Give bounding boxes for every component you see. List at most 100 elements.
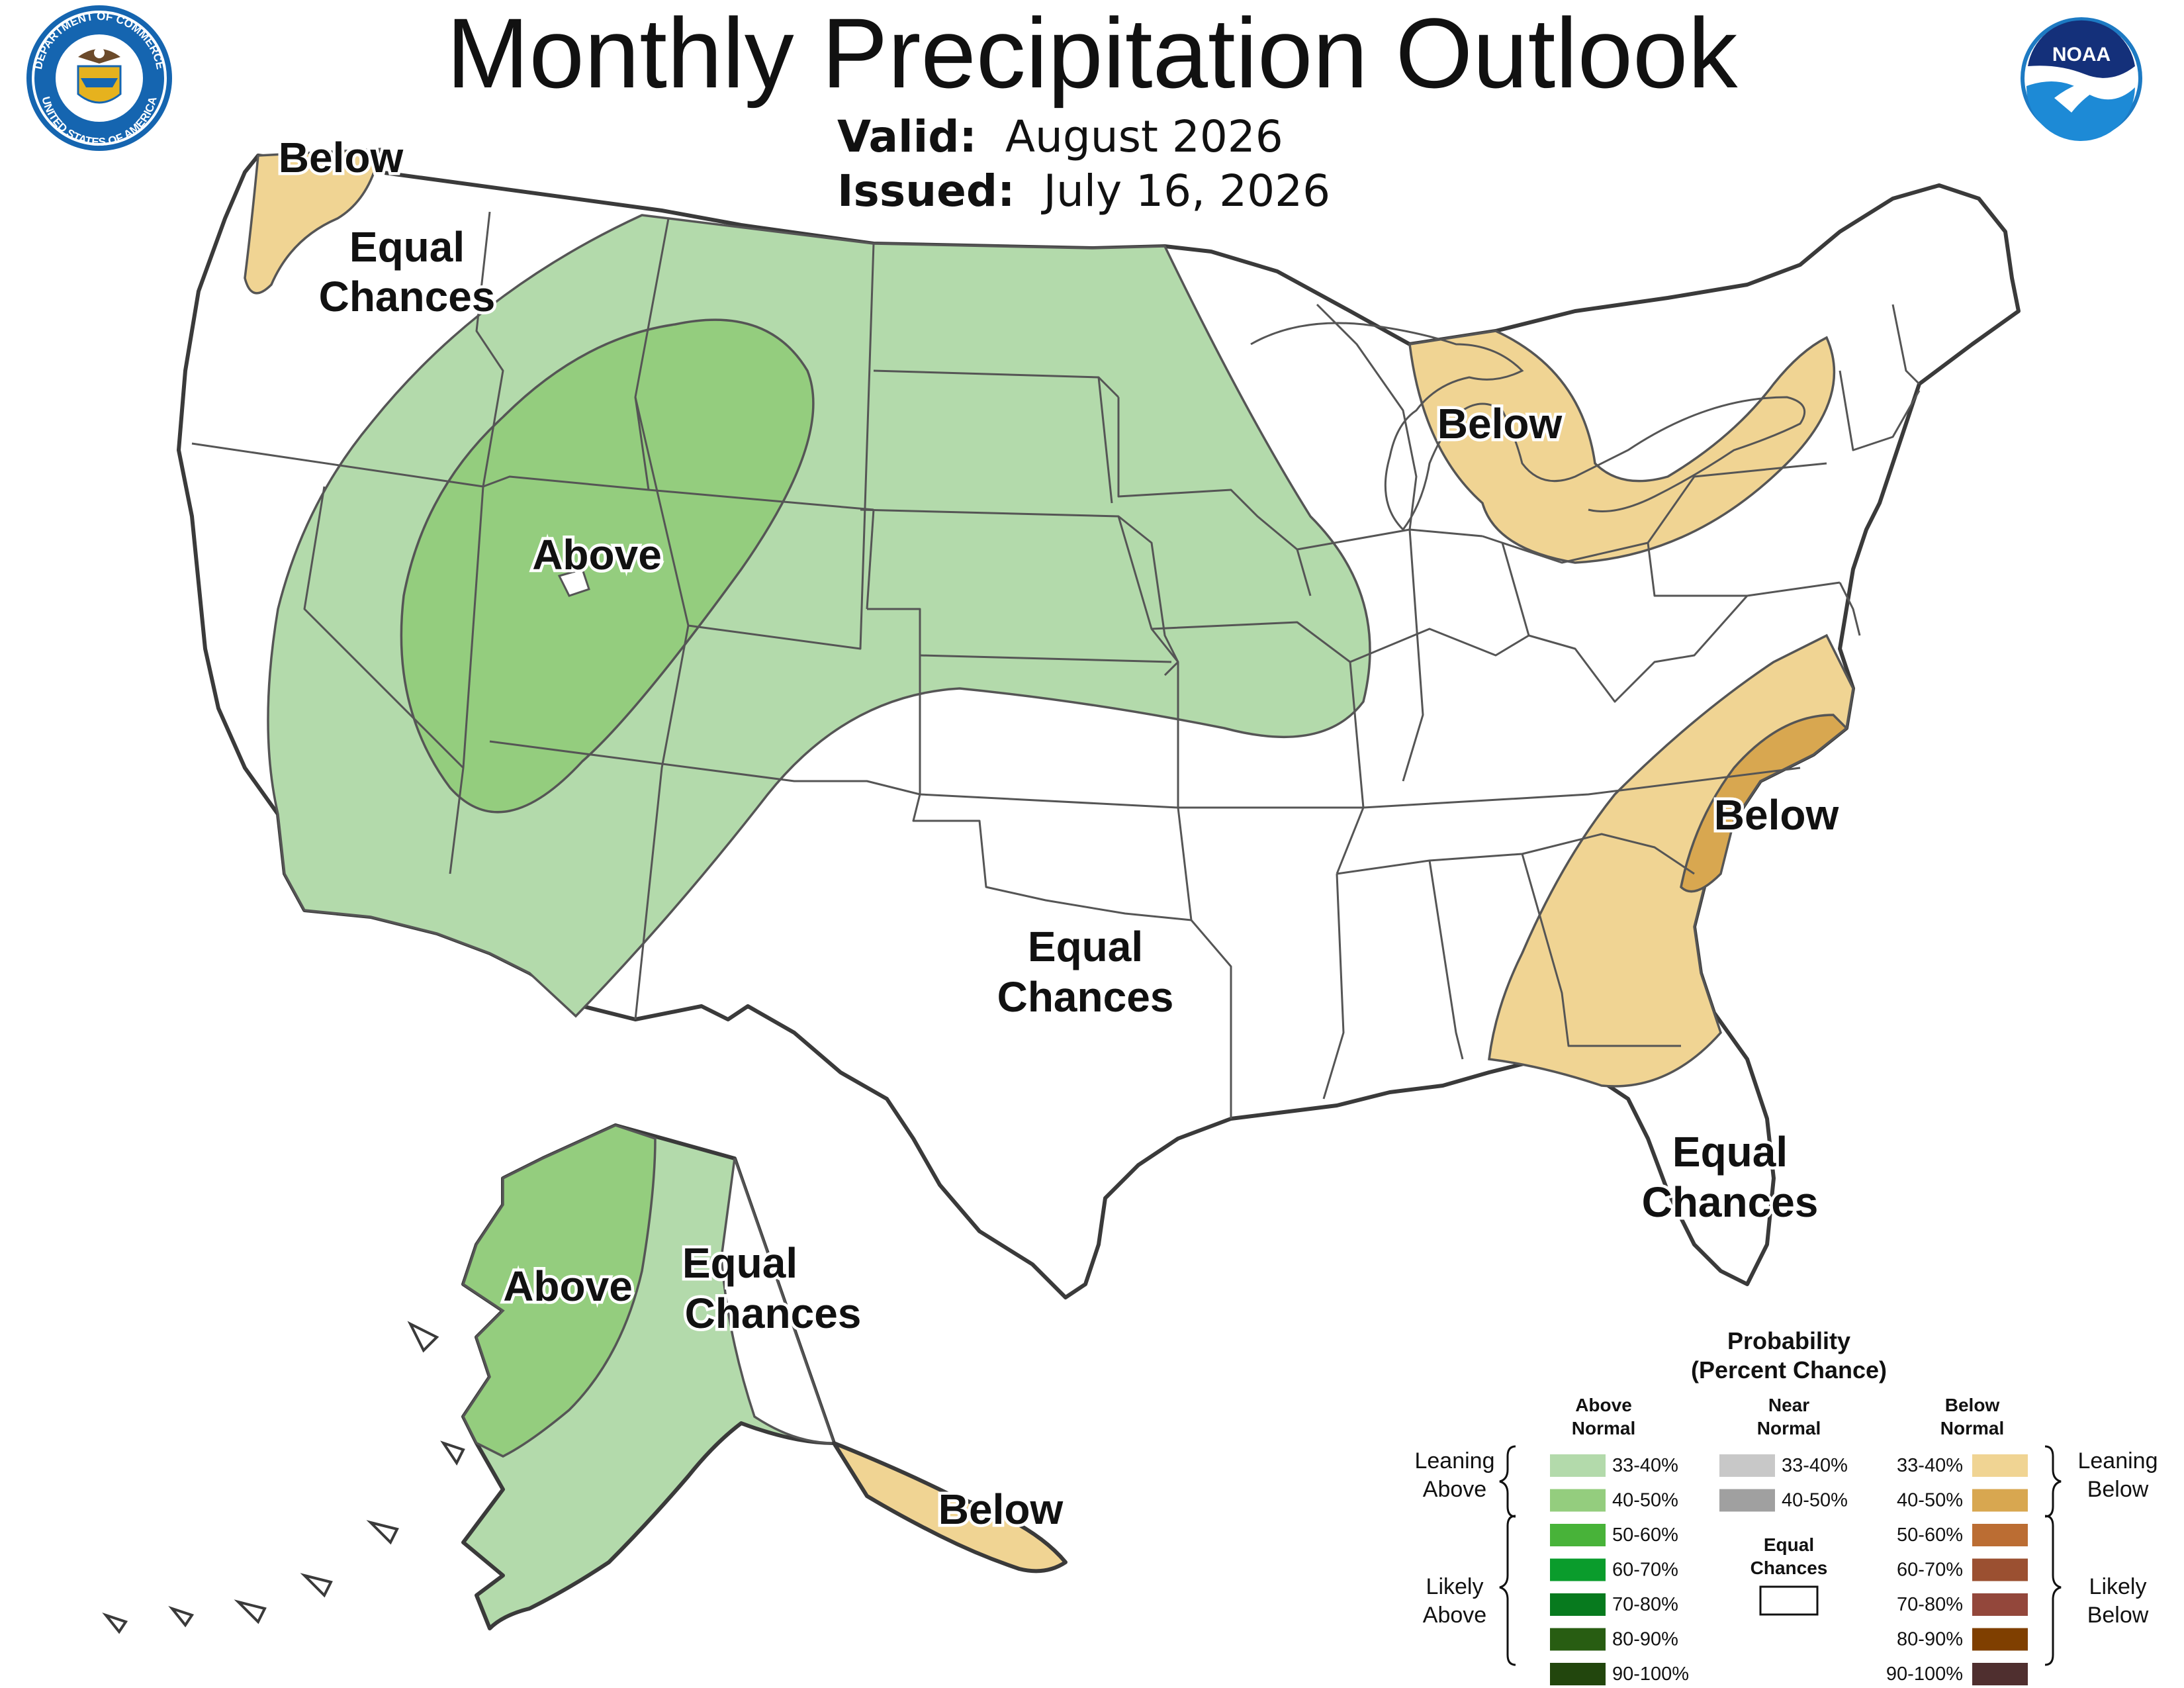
legend-above-label: 60-70% <box>1612 1560 1678 1581</box>
legend-near-head-1: Near <box>1768 1395 1809 1415</box>
map-label-central-equal-line1: Equal <box>1028 923 1143 970</box>
legend-near-swatch <box>1719 1454 1775 1477</box>
region-labels: Below Equal Chances Above Below Below Eq… <box>275 131 1842 1536</box>
legend-below-label: 90-100% <box>1886 1664 1963 1685</box>
issued-value: July 16, 2026 <box>1043 165 1331 216</box>
legend-above-swatch <box>1550 1663 1606 1685</box>
legend-above-head-2: Normal <box>1572 1418 1635 1438</box>
alaska-equal-chances <box>720 1158 836 1444</box>
legend-below-label: 60-70% <box>1897 1560 1963 1581</box>
alaska-islands <box>102 1321 465 1634</box>
legend-above-swatch <box>1550 1454 1606 1477</box>
map-label-greatlakes-below: Below <box>1437 400 1563 447</box>
map-label-ak-below: Below <box>938 1485 1064 1533</box>
valid-label: Valid: <box>837 111 977 162</box>
legend-below-label: 50-60% <box>1897 1524 1963 1546</box>
legend-likely-above-1: Likely <box>1426 1574 1484 1599</box>
legend-near-swatch <box>1719 1489 1775 1512</box>
map-label-nw-below: Below <box>279 134 404 181</box>
alaska-panhandle <box>832 1441 1068 1573</box>
greatlakes-below-region <box>1408 330 1836 564</box>
legend-below-column: 33-40% 40-50% 50-60% 60-70% 70-80% 80-90% 90-1… <box>1886 1454 2028 1685</box>
legend-above-swatch <box>1550 1524 1606 1546</box>
map-label-ak-equal-line1: Equal <box>682 1239 797 1287</box>
legend-above-label: 40-50% <box>1612 1490 1678 1511</box>
map-label-florida-equal-line1: Equal <box>1672 1128 1788 1176</box>
legend-below-label: 80-90% <box>1897 1629 1963 1650</box>
state-boundaries <box>191 211 1921 1119</box>
map-label-central-equal-line2: Chances <box>997 973 1174 1021</box>
legend-near-column: 33-40% 40-50% <box>1719 1454 1848 1512</box>
great-lakes <box>1250 322 1806 532</box>
legend-below-label: 33-40% <box>1897 1455 1963 1476</box>
legend-title-line1: Probability <box>1727 1327 1850 1354</box>
legend-above-label: 50-60% <box>1612 1524 1678 1546</box>
probability-legend: Probability (Percent Chance) Above Norma… <box>1414 1327 2158 1685</box>
legend-brace-leaning-below <box>2044 1445 2062 1518</box>
legend-brace-likely-below <box>2044 1515 2062 1666</box>
legend-below-head-1: Below <box>1945 1395 2000 1415</box>
noaa-logo-text: NOAA <box>2052 44 2111 66</box>
map-label-ak-equal-line2: Chances <box>685 1289 862 1337</box>
legend-leaning-below-2: Below <box>2087 1477 2149 1502</box>
commerce-seal-logo: DEPARTMENT OF COMMERCE UNITED STATES OF … <box>26 5 172 151</box>
legend-above-label: 70-80% <box>1612 1594 1678 1615</box>
legend-above-head-1: Above <box>1575 1395 1632 1415</box>
map-label-ak-above: Above <box>503 1262 633 1310</box>
noaa-logo: NOAA <box>2021 17 2142 141</box>
legend-equal-1: Equal <box>1764 1534 1814 1555</box>
page-title: Monthly Precipitation Outlook <box>446 0 1738 109</box>
nw-below-region <box>244 148 383 295</box>
legend-leaning-below-1: Leaning <box>2077 1448 2158 1474</box>
legend-above-swatch <box>1550 1489 1606 1512</box>
west-above-region-40-50 <box>400 318 815 814</box>
legend-above-swatch <box>1550 1628 1606 1651</box>
legend-below-label: 40-50% <box>1897 1490 1963 1511</box>
map-label-nw-equal-line2: Chances <box>319 273 496 320</box>
legend-near-label: 40-50% <box>1782 1490 1848 1511</box>
map-label-nw-equal-line1: Equal <box>349 223 465 271</box>
issued-label: Issued: <box>837 165 1015 216</box>
salt-lake <box>557 568 590 597</box>
legend-below-swatch <box>1972 1524 2028 1546</box>
legend-near-label: 33-40% <box>1782 1455 1848 1476</box>
legend-equal-swatch <box>1759 1585 1819 1616</box>
issued-line: Issued: July 16, 2026 <box>837 165 1330 216</box>
legend-above-label: 80-90% <box>1612 1629 1678 1650</box>
alaska-map <box>102 1123 1068 1634</box>
legend-likely-above-2: Above <box>1423 1603 1486 1628</box>
legend-brace-leaning-above <box>1499 1445 1516 1518</box>
legend-leaning-above-1: Leaning <box>1414 1448 1494 1474</box>
alaska-border <box>733 1158 835 1444</box>
map-label-florida-equal-line2: Chances <box>1642 1178 1819 1226</box>
legend-above-swatch <box>1550 1558 1606 1581</box>
legend-above-swatch <box>1550 1593 1606 1616</box>
map-label-southeast-below: Below <box>1714 791 1839 839</box>
legend-leaning-above-2: Above <box>1423 1477 1486 1502</box>
legend-title-line2: (Percent Chance) <box>1691 1356 1887 1383</box>
map-label-west-above: Above <box>532 531 662 579</box>
legend-above-label: 33-40% <box>1612 1455 1678 1476</box>
legend-below-swatch <box>1972 1489 2028 1512</box>
valid-line: Valid: August 2026 <box>837 111 1283 162</box>
legend-below-swatch <box>1972 1454 2028 1477</box>
legend-below-head-2: Normal <box>1940 1418 2004 1438</box>
valid-value: August 2026 <box>1005 111 1283 162</box>
legend-likely-below-1: Likely <box>2089 1574 2147 1599</box>
legend-above-column: 33-40% 40-50% 50-60% 60-70% 70-80% 80-90% 90-1… <box>1550 1454 1689 1685</box>
legend-below-swatch <box>1972 1628 2028 1651</box>
legend-below-label: 70-80% <box>1897 1594 1963 1615</box>
legend-near-head-2: Normal <box>1757 1418 1821 1438</box>
legend-equal-2: Chances <box>1751 1558 1828 1578</box>
southeast-below-region-40-50 <box>1680 714 1848 893</box>
alaska-above-region-40-50 <box>461 1124 657 1458</box>
legend-above-label: 90-100% <box>1612 1664 1689 1685</box>
conus-map <box>177 148 2021 1299</box>
legend-below-swatch <box>1972 1593 2028 1616</box>
legend-below-swatch <box>1972 1558 2028 1581</box>
legend-likely-below-2: Below <box>2087 1603 2149 1628</box>
legend-below-swatch <box>1972 1663 2028 1685</box>
legend-brace-likely-above <box>1499 1515 1516 1666</box>
